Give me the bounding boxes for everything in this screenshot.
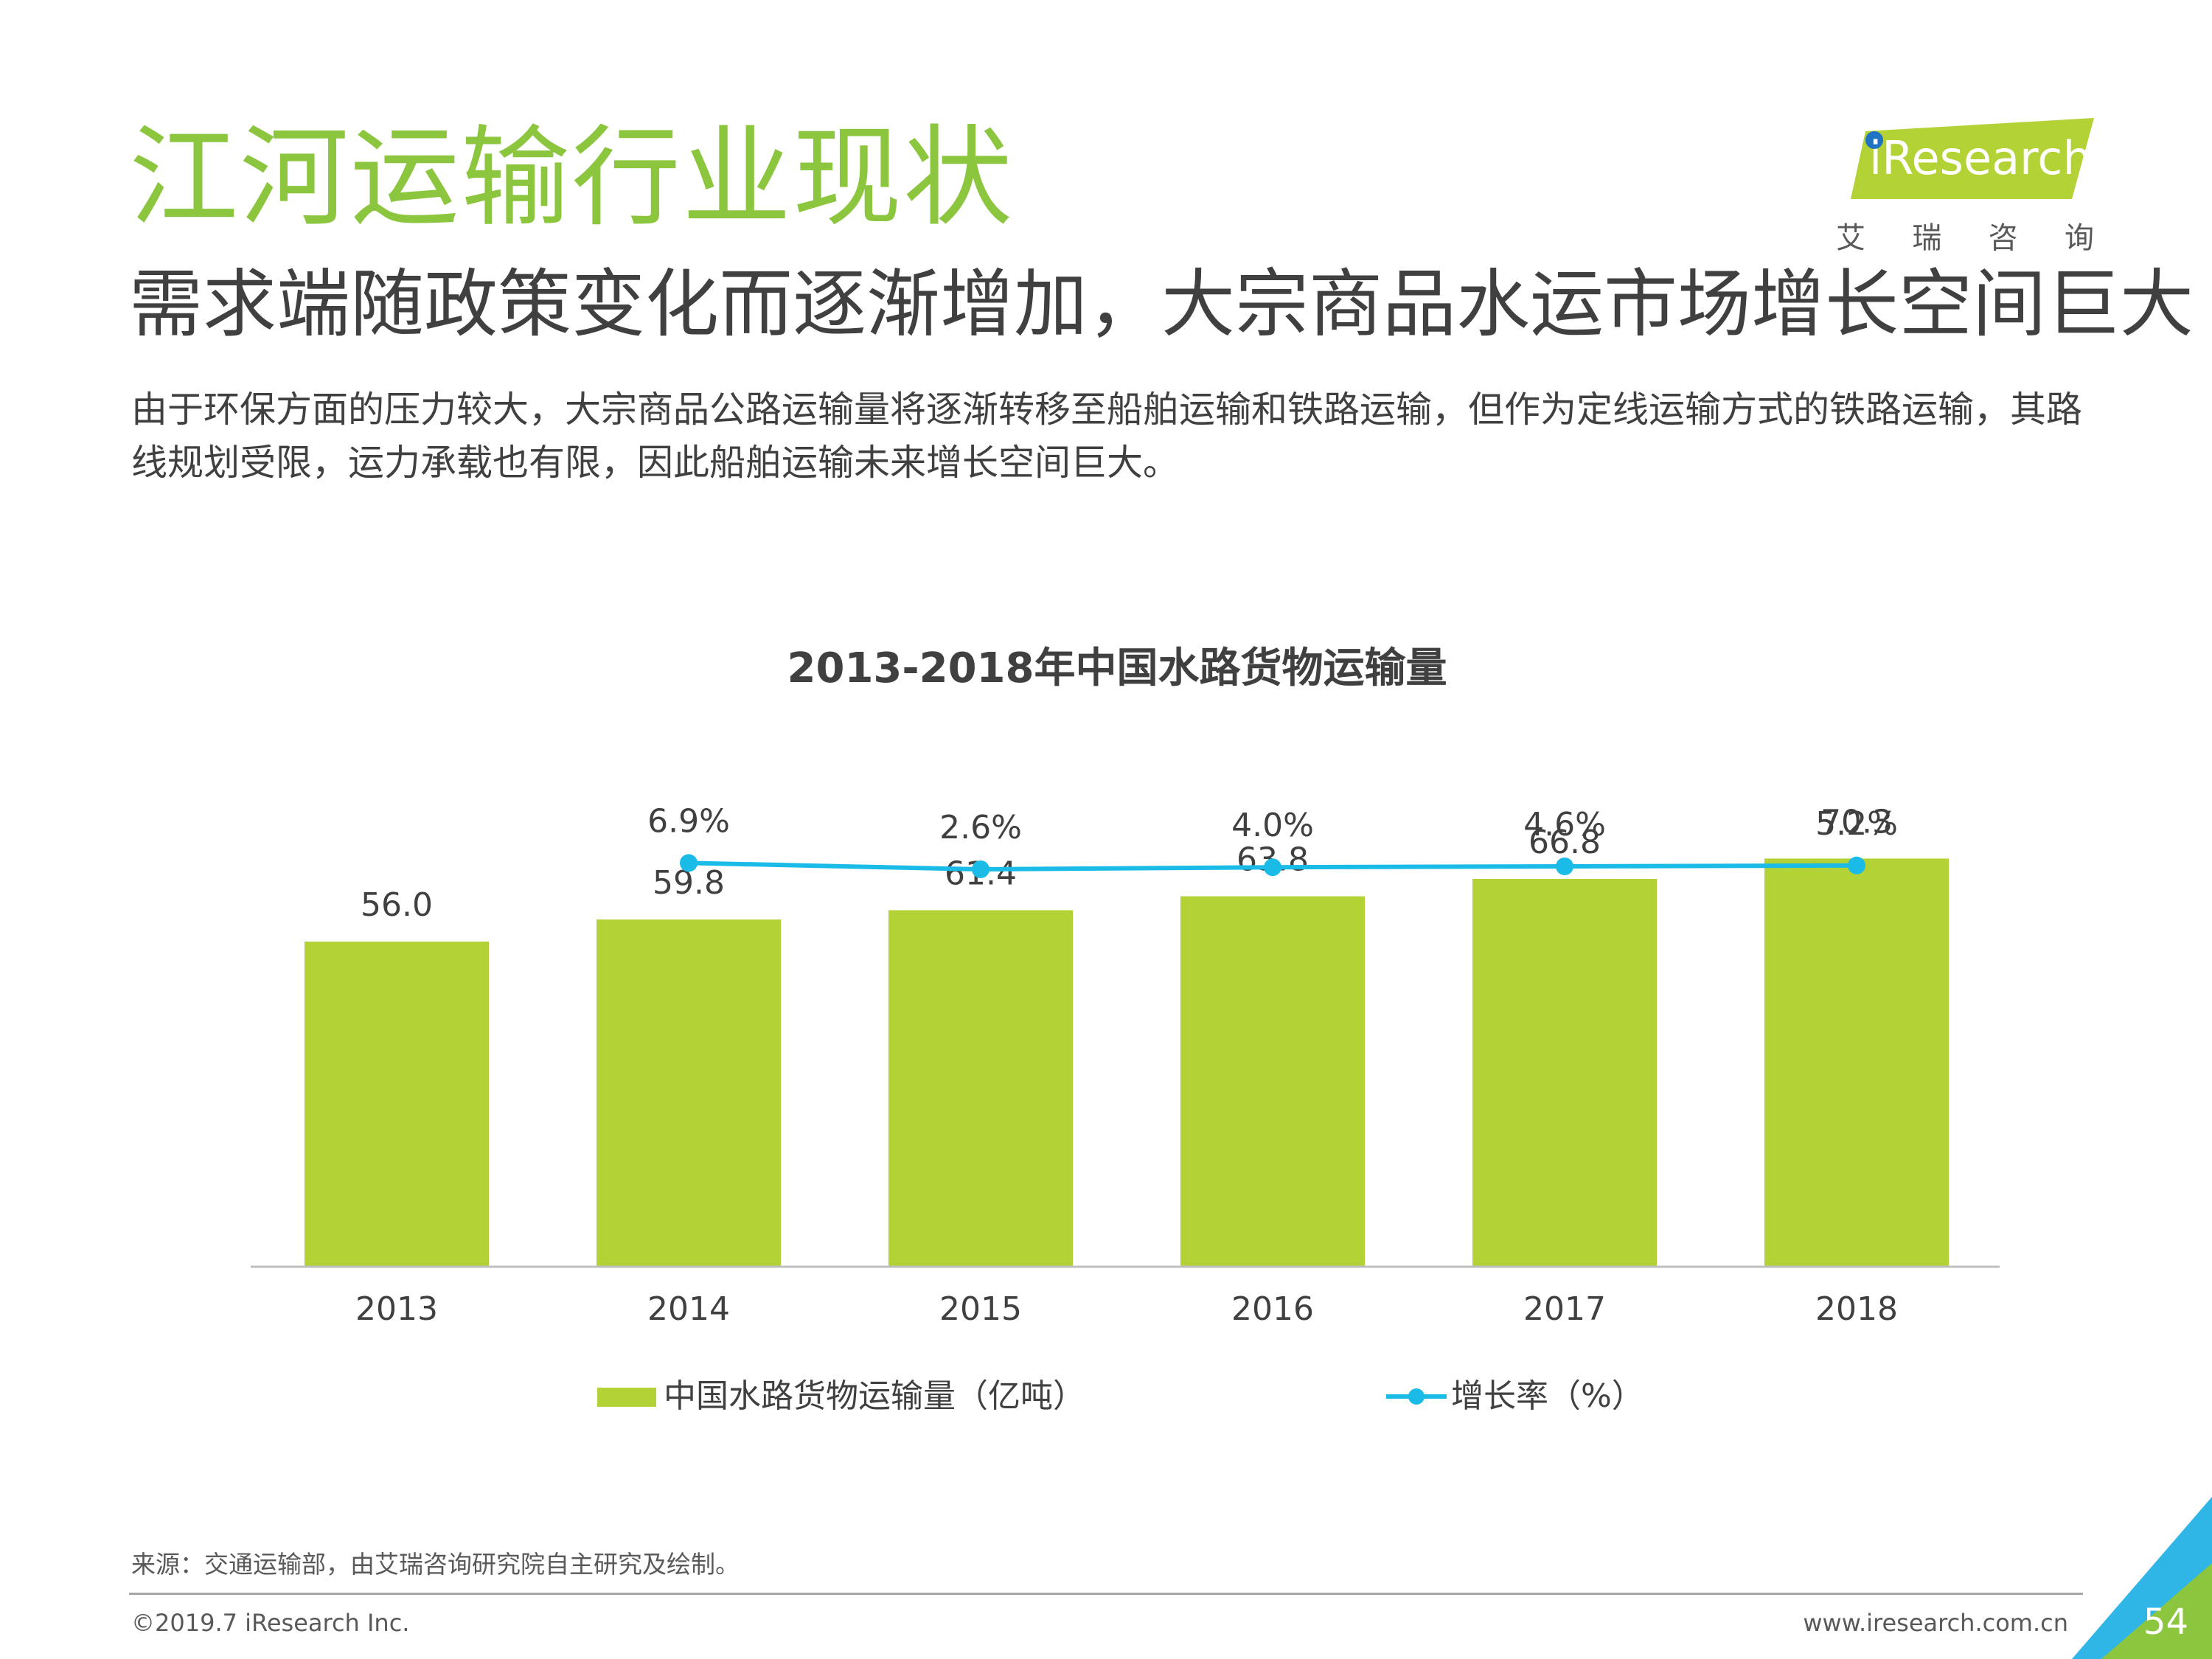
growth-rate-point <box>1556 858 1573 875</box>
bar <box>888 910 1073 1267</box>
logo-brand-text: iResearch <box>1869 131 2092 185</box>
legend-line-marker <box>1408 1388 1425 1405</box>
growth-rate-points <box>680 854 1865 878</box>
growth-rate-point <box>680 854 698 872</box>
x-tick-label: 2016 <box>1231 1290 1314 1328</box>
logo-badge <box>1851 118 2094 199</box>
x-tick-labels: 2013 2014 2015 2016 2017 2018 <box>355 1290 1898 1328</box>
growth-rate-label: 5.2% <box>1815 805 1898 843</box>
growth-rate-labels: 6.9% 2.6% 4.0% 4.6% 5.2% <box>647 802 1898 846</box>
bar <box>1180 896 1365 1267</box>
description-text: 由于环保方面的压力较大，大宗商品公路运输量将逐渐转移至船舶运输和铁路运输，但作为… <box>131 389 2083 484</box>
growth-rate-label: 4.6% <box>1523 806 1606 844</box>
logo-char: 询 <box>2064 221 2094 255</box>
bar <box>1764 858 1949 1267</box>
growth-rate-point <box>1848 856 1865 874</box>
legend-line-label: 增长率（%） <box>1451 1377 1644 1415</box>
x-tick-label: 2014 <box>647 1290 730 1328</box>
bar-value-label: 70.3 <box>1820 803 1893 841</box>
bar-value-label: 56.0 <box>361 886 433 924</box>
growth-rate-label: 4.0% <box>1231 807 1314 844</box>
growth-rate-point <box>1264 858 1281 877</box>
page-number: 54 <box>2143 1601 2188 1643</box>
bar-line-chart: 2013-2018年中国水路货物运输量 56.059.861.463.866.8… <box>251 644 2000 1415</box>
iresearch-logo: iResearch 艾 瑞 咨 询 <box>1821 118 2116 258</box>
logo-char: 咨 <box>1988 221 2018 255</box>
website-link[interactable]: www.iresearch.com.cn <box>1803 1609 2068 1637</box>
logo-char: 艾 <box>1836 221 1865 255</box>
logo-char: 瑞 <box>1912 221 1942 255</box>
growth-rate-label: 6.9% <box>647 802 730 840</box>
bar-value-labels: 56.059.861.463.866.870.3 <box>361 803 1893 924</box>
source-note: 来源：交通运输部，由艾瑞咨询研究院自主研究及绘制。 <box>131 1550 740 1579</box>
x-tick-label: 2017 <box>1523 1290 1606 1328</box>
page-title: 江河运输行业现状 <box>129 114 1014 241</box>
bar <box>1472 878 1657 1267</box>
footer-divider <box>129 1593 2083 1595</box>
copyright-text: ©2019.7 iResearch Inc. <box>131 1609 410 1637</box>
growth-rate-point <box>972 860 990 878</box>
x-tick-label: 2013 <box>355 1290 438 1328</box>
chart-legend: 中国水路货物运输量（亿吨） 增长率（%） <box>597 1377 1644 1415</box>
legend-bar-label: 中国水路货物运输量（亿吨） <box>664 1377 1085 1415</box>
bar-value-label: 66.8 <box>1528 824 1601 861</box>
bar-series <box>305 858 1949 1267</box>
logo-chinese-name: 艾 瑞 咨 询 <box>1836 214 2094 257</box>
x-tick-label: 2018 <box>1815 1290 1898 1328</box>
corner-decoration <box>2072 1497 2212 1659</box>
x-tick-label: 2015 <box>939 1290 1022 1328</box>
growth-rate-label: 2.6% <box>939 809 1022 846</box>
page-subtitle: 需求端随政策变化而逐渐增加，大宗商品水运市场增长空间巨大 <box>129 261 2194 347</box>
bar <box>597 919 781 1267</box>
legend-bar-swatch <box>597 1388 656 1407</box>
chart-title: 2013-2018年中国水路货物运输量 <box>787 644 1447 692</box>
bar <box>305 942 489 1267</box>
